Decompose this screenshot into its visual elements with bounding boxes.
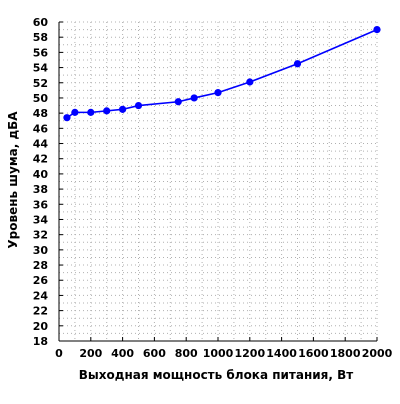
x-tick-label: 600 [143, 347, 166, 360]
x-tick-label: 0 [55, 347, 63, 360]
x-tick-label: 1000 [203, 347, 234, 360]
y-tick-label: 26 [33, 274, 49, 287]
y-tick-label: 38 [33, 183, 48, 196]
y-tick-label: 60 [33, 16, 49, 29]
y-tick-label: 50 [33, 92, 49, 105]
y-tick-label: 30 [33, 244, 49, 257]
data-point [87, 108, 95, 116]
y-tick-label: 42 [33, 153, 48, 166]
y-tick-label: 32 [33, 229, 48, 242]
y-tick-label: 52 [33, 77, 48, 90]
x-axis-title: Выходная мощность блока питания, Вт [79, 368, 354, 382]
y-tick-label: 56 [33, 46, 49, 59]
y-tick-label: 36 [33, 198, 49, 211]
axes [58, 21, 378, 342]
x-tick-label: 200 [79, 347, 102, 360]
data-point [190, 94, 198, 102]
x-tick-label: 400 [111, 347, 134, 360]
y-tick-label: 40 [33, 168, 49, 181]
x-tick-label: 1600 [298, 347, 329, 360]
data-point [63, 114, 71, 122]
x-tick-label: 800 [175, 347, 198, 360]
data-point [71, 108, 79, 116]
y-tick-label: 46 [33, 122, 49, 135]
y-tick-label: 48 [33, 107, 48, 120]
grid [58, 21, 378, 342]
data-point [119, 105, 127, 113]
data-point [103, 107, 111, 115]
y-tick-label: 44 [33, 138, 49, 151]
data-point [214, 89, 222, 97]
x-tick-label: 1800 [330, 347, 361, 360]
y-tick-label: 28 [33, 259, 48, 272]
data-point [373, 25, 381, 34]
tick-labels: 0 200 400 600 800 1000 1200 1400 1600 1800 2000 18 2… [33, 16, 393, 360]
y-axis-title: Уровень шума, дБА [6, 111, 20, 249]
data-point [293, 60, 302, 68]
y-tick-label: 58 [33, 31, 48, 44]
y-tick-label: 22 [33, 305, 48, 318]
y-tick-label: 20 [33, 320, 49, 333]
series [63, 25, 381, 122]
y-tick-label: 54 [33, 62, 49, 75]
data-point [246, 78, 254, 86]
y-tick-label: 18 [33, 335, 48, 348]
data-point [134, 101, 143, 110]
series-line [66, 28, 378, 119]
x-tick-label: 2000 [362, 347, 393, 360]
x-tick-label: 1400 [266, 347, 297, 360]
data-point [174, 98, 182, 106]
x-tick-label: 1200 [234, 347, 265, 360]
y-tick-label: 24 [33, 289, 49, 302]
y-tick-label: 34 [33, 213, 49, 226]
